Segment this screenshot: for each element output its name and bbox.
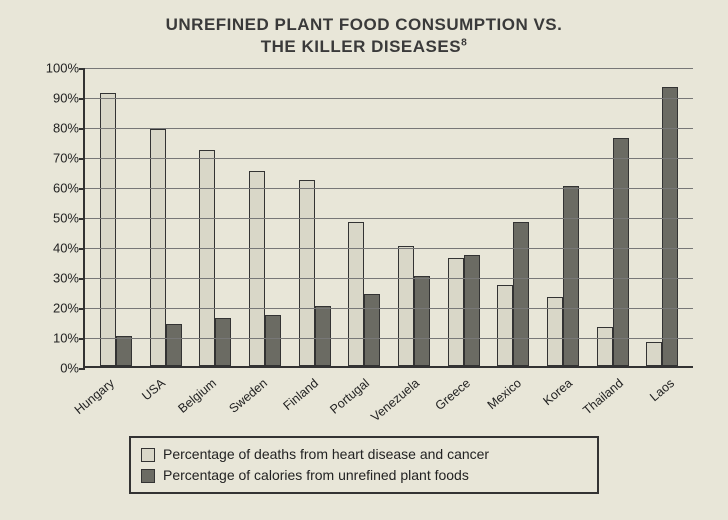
x-axis-label: Sweden (235, 370, 286, 428)
bar-calories (414, 276, 430, 366)
bar-calories (513, 222, 529, 366)
legend-swatch-deaths (141, 448, 155, 462)
bar-calories (563, 186, 579, 366)
y-axis-label: 10% (27, 331, 79, 346)
bar-calories (613, 138, 629, 366)
y-axis-label: 0% (27, 361, 79, 376)
x-axis-label: Venezuela (388, 370, 439, 428)
bars-container (85, 68, 693, 366)
x-axis-label: Finland (286, 370, 337, 428)
bar-group (439, 255, 489, 366)
bar-calories (364, 294, 380, 366)
y-axis-tick (79, 308, 85, 310)
y-axis-tick (79, 248, 85, 250)
bar-group (190, 150, 240, 366)
bar-deaths (199, 150, 215, 366)
x-axis-label: USA (134, 370, 185, 428)
bar-deaths (100, 93, 116, 366)
grid-line (85, 158, 693, 159)
y-axis-label: 90% (27, 91, 79, 106)
bar-calories (464, 255, 480, 366)
bar-deaths (497, 285, 513, 366)
x-axis-labels: HungaryUSABelgiumSwedenFinlandPortugalVe… (83, 370, 693, 428)
y-axis-tick (79, 278, 85, 280)
grid-line (85, 218, 693, 219)
x-axis-label: Hungary (83, 370, 134, 428)
y-axis-label: 70% (27, 151, 79, 166)
x-axis-label: Laos (642, 370, 693, 428)
bar-calories (265, 315, 281, 366)
grid-line (85, 308, 693, 309)
bar-group (538, 186, 588, 366)
y-axis-tick (79, 98, 85, 100)
y-axis-label: 100% (27, 61, 79, 76)
y-axis-tick (79, 68, 85, 70)
grid-line (85, 98, 693, 99)
legend-item-deaths: Percentage of deaths from heart disease … (141, 444, 587, 465)
plot-area (83, 68, 693, 368)
bar-deaths (448, 258, 464, 366)
bar-calories (315, 306, 331, 366)
legend-label-calories: Percentage of calories from unrefined pl… (163, 465, 469, 486)
y-axis-tick (79, 188, 85, 190)
y-axis-label: 30% (27, 271, 79, 286)
bar-deaths (348, 222, 364, 366)
bar-group (339, 222, 389, 366)
grid-line (85, 188, 693, 189)
bar-calories (116, 336, 132, 366)
x-axis-label: Korea (540, 370, 591, 428)
legend-label-deaths: Percentage of deaths from heart disease … (163, 444, 489, 465)
bar-group (240, 171, 290, 366)
bar-deaths (646, 342, 662, 366)
title-footnote: 8 (461, 37, 467, 48)
bar-group (91, 93, 141, 366)
y-axis-tick (79, 338, 85, 340)
x-axis-label: Thailand (591, 370, 642, 428)
y-axis-tick (79, 218, 85, 220)
y-axis-tick (79, 128, 85, 130)
bar-deaths (398, 246, 414, 366)
grid-line (85, 248, 693, 249)
bar-calories (166, 324, 182, 366)
bar-group (588, 138, 638, 366)
y-axis-label: 50% (27, 211, 79, 226)
title-line-1: UNREFINED PLANT FOOD CONSUMPTION VS. (166, 15, 563, 34)
legend-item-calories: Percentage of calories from unrefined pl… (141, 465, 587, 486)
legend: Percentage of deaths from heart disease … (129, 436, 599, 494)
grid-line (85, 278, 693, 279)
y-axis-label: 60% (27, 181, 79, 196)
bar-group (389, 246, 439, 366)
y-axis-label: 20% (27, 301, 79, 316)
y-axis-label: 80% (27, 121, 79, 136)
grid-line (85, 68, 693, 69)
chart-title: UNREFINED PLANT FOOD CONSUMPTION VS. THE… (20, 14, 708, 58)
bar-deaths (249, 171, 265, 366)
y-axis-tick (79, 158, 85, 160)
x-axis-label: Greece (439, 370, 490, 428)
bar-deaths (597, 327, 613, 366)
x-axis-label: Belgium (185, 370, 236, 428)
y-axis-tick (79, 368, 85, 370)
bar-calories (215, 318, 231, 366)
legend-swatch-calories (141, 469, 155, 483)
y-axis-label: 40% (27, 241, 79, 256)
grid-line (85, 128, 693, 129)
chart-frame: HungaryUSABelgiumSwedenFinlandPortugalVe… (27, 68, 701, 428)
bar-group (488, 222, 538, 366)
title-line-2: THE KILLER DISEASES (261, 37, 461, 56)
grid-line (85, 338, 693, 339)
x-axis-label: Mexico (490, 370, 541, 428)
